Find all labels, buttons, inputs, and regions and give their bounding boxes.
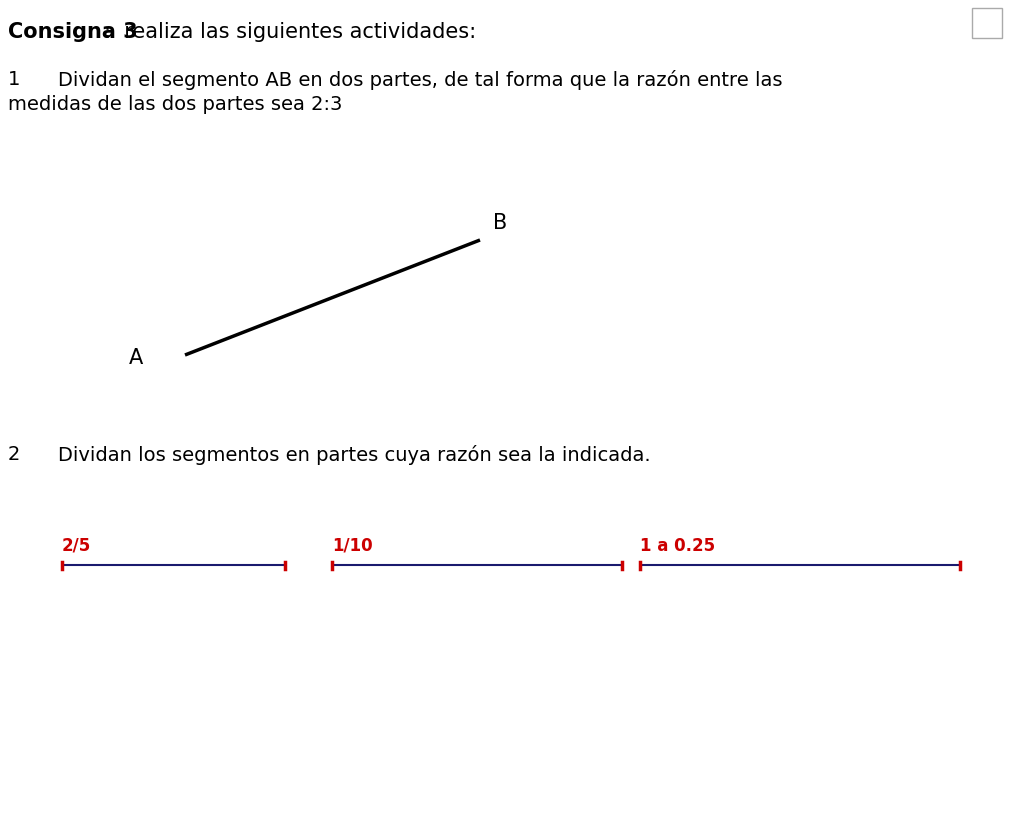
Text: Dividan los segmentos en partes cuya razón sea la indicada.: Dividan los segmentos en partes cuya raz… (8, 445, 650, 465)
Text: 2/5: 2/5 (62, 537, 91, 555)
Text: Dividan el segmento AB en dos partes, de tal forma que la razón entre las: Dividan el segmento AB en dos partes, de… (8, 70, 783, 90)
Text: 2: 2 (8, 445, 20, 464)
Text: 1: 1 (8, 70, 20, 89)
Text: B: B (493, 213, 507, 233)
Text: 1/10: 1/10 (332, 537, 373, 555)
Text: medidas de las dos partes sea 2:3: medidas de las dos partes sea 2:3 (8, 95, 342, 114)
Text: A: A (128, 348, 143, 368)
Bar (972, 8, 1002, 38)
Text: Consigna 3: Consigna 3 (8, 22, 137, 42)
Text: :  realiza las siguientes actividades:: : realiza las siguientes actividades: (104, 22, 476, 42)
Text: 1 a 0.25: 1 a 0.25 (640, 537, 715, 555)
